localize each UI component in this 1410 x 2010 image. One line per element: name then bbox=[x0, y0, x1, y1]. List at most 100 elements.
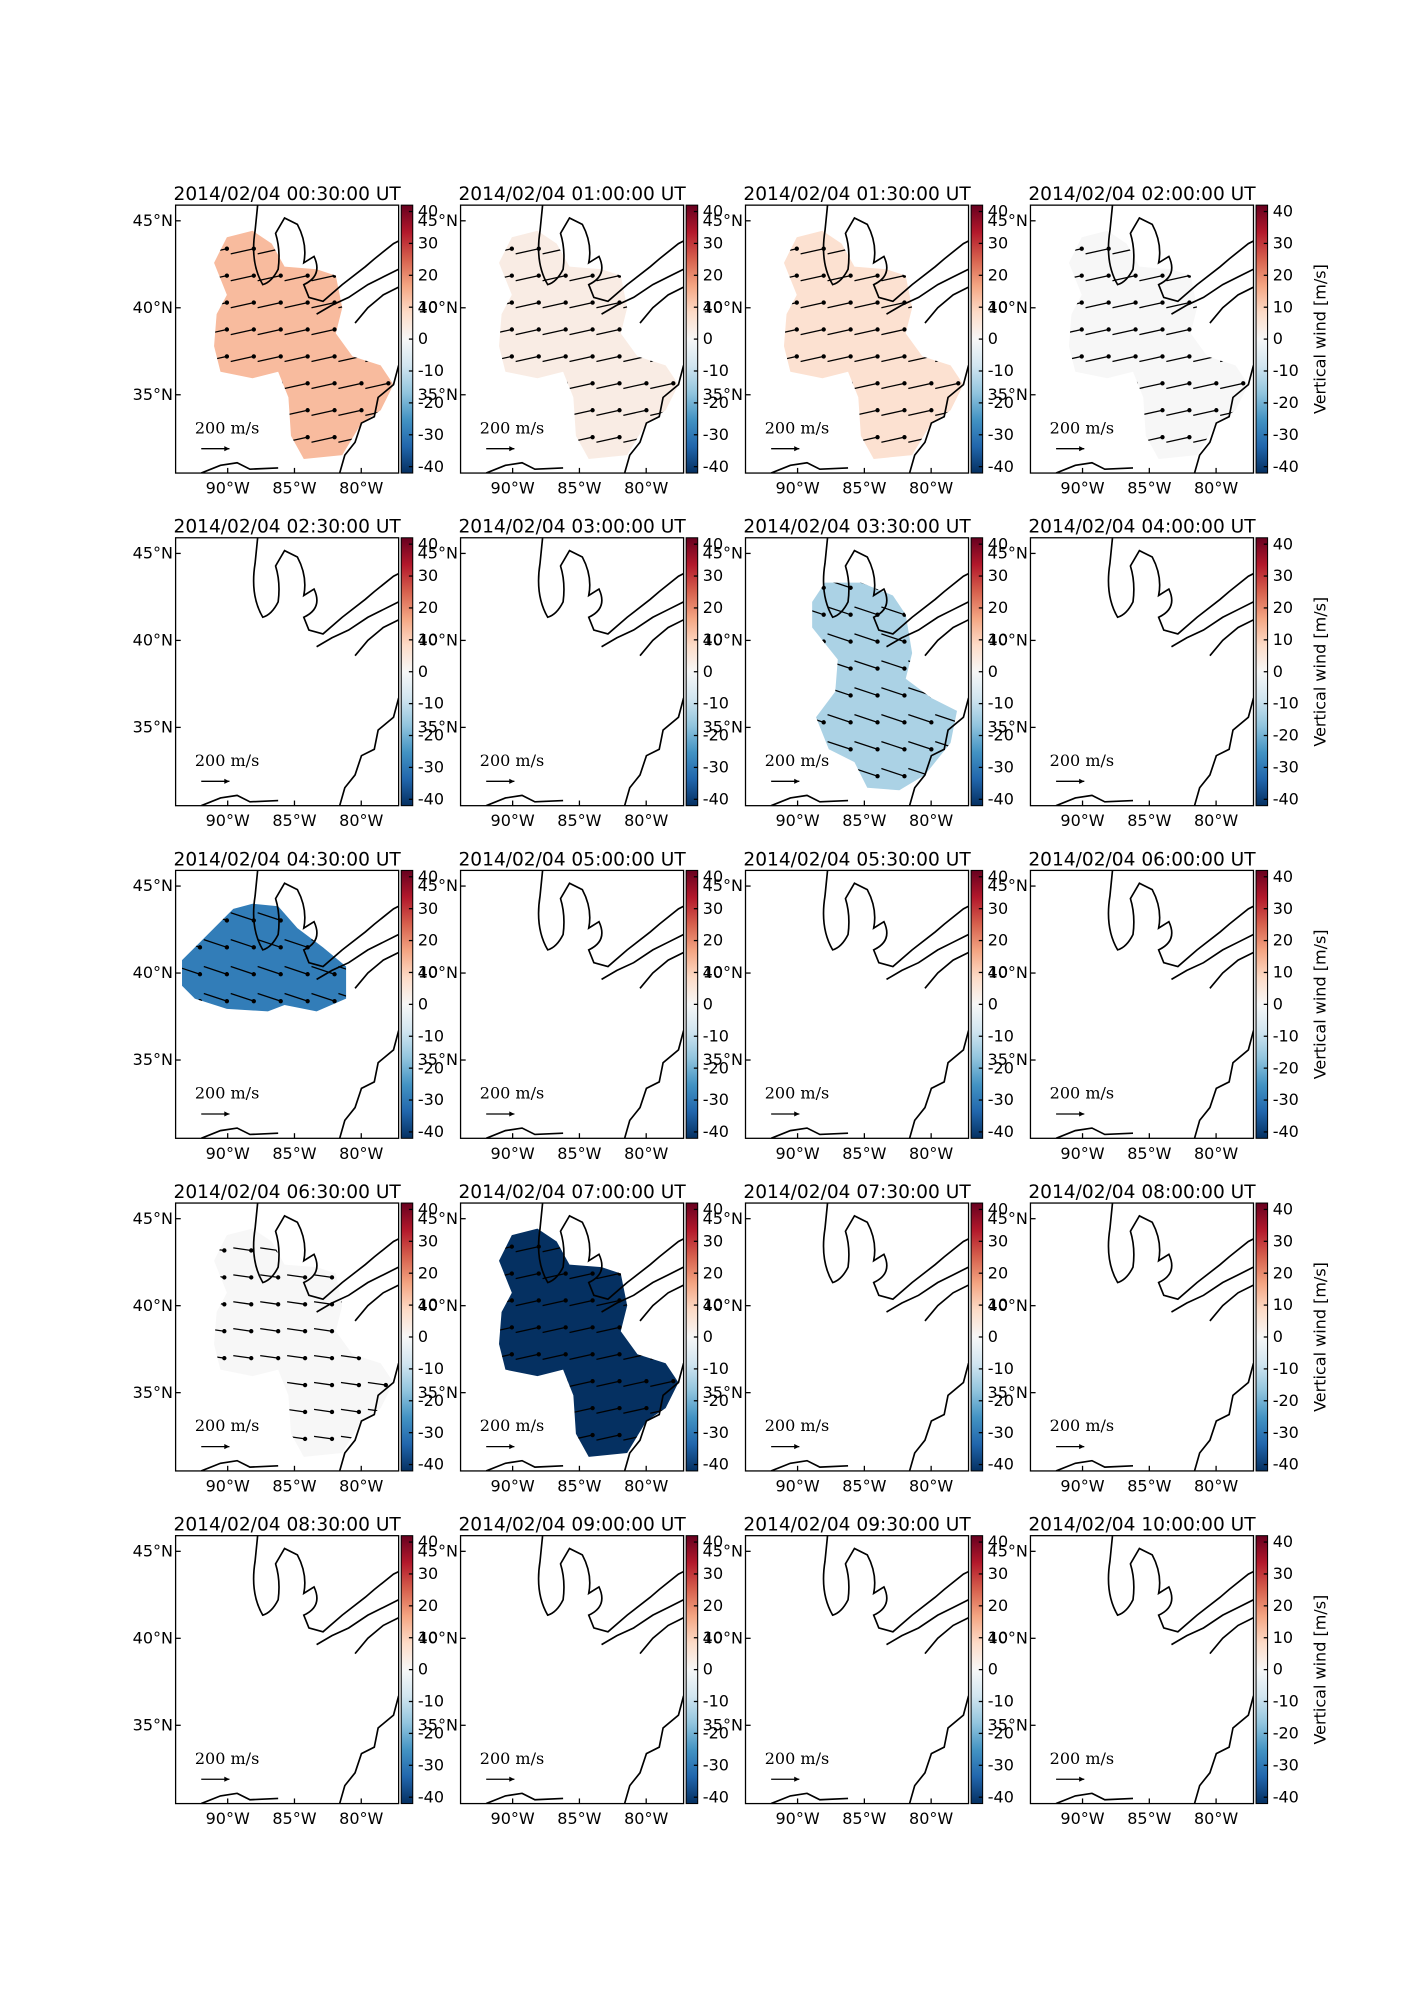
x-tick-label: 80°W bbox=[909, 479, 953, 498]
colorbar-tick-label: -10 bbox=[418, 1359, 444, 1378]
colorbar-tick-label: 30 bbox=[418, 566, 438, 585]
map-panel: 2014/02/04 08:30:00 UT 200 m/s 90°W 85°W 80°… bbox=[133, 1515, 444, 1829]
quiver-key-label: 200 m/s bbox=[195, 751, 259, 770]
colorbar-tick-label: 40 bbox=[418, 534, 438, 553]
colorbar-tick-label: 10 bbox=[1273, 1295, 1293, 1314]
map-frame bbox=[1029, 537, 1255, 807]
map-panel: 2014/02/04 10:00:00 UT 200 m/s 90°W 85°W 80°… bbox=[988, 1515, 1330, 1829]
colorbar-tick-label: 30 bbox=[1273, 234, 1293, 253]
colorbar-tick-label: -20 bbox=[418, 1058, 444, 1077]
map-frame bbox=[459, 537, 685, 807]
quiver-key-head bbox=[1079, 446, 1085, 452]
colorbar-tick-label: -20 bbox=[988, 393, 1014, 412]
map-background bbox=[1030, 1535, 1254, 1804]
colorbar-tick-label: 0 bbox=[703, 329, 713, 348]
colorbar-tick-label: 20 bbox=[988, 598, 1008, 617]
colorbar-tick-label: -30 bbox=[1273, 425, 1299, 444]
colorbar-tick-label: -20 bbox=[1273, 393, 1299, 412]
colorbar-tick-label: -40 bbox=[703, 1455, 729, 1474]
map-background bbox=[745, 870, 969, 1139]
y-tick-label: 45°N bbox=[703, 211, 743, 230]
y-tick-label: 40°N bbox=[703, 1296, 743, 1315]
colorbar-tick-label: 40 bbox=[418, 1532, 438, 1551]
quiver-key-head bbox=[794, 446, 800, 452]
colorbar-tick-label: 30 bbox=[418, 899, 438, 918]
quiver-key-label: 200 m/s bbox=[195, 1416, 259, 1435]
colorbar-tick-label: -10 bbox=[988, 1692, 1014, 1711]
colorbar-tick-label: -30 bbox=[1273, 1755, 1299, 1774]
colorbar-tick-label: 0 bbox=[988, 329, 998, 348]
y-tick-label: 45°N bbox=[133, 1541, 173, 1560]
x-tick-label: 80°W bbox=[624, 479, 668, 498]
x-tick-label: 90°W bbox=[1060, 811, 1104, 830]
colorbar-tick-label: -40 bbox=[988, 457, 1014, 476]
y-tick-label: 40°N bbox=[703, 963, 743, 982]
quiver-key-label: 200 m/s bbox=[1050, 751, 1114, 770]
colorbar-tick-label: -40 bbox=[988, 789, 1014, 808]
colorbar-tick-label: 0 bbox=[703, 1327, 713, 1346]
colorbar-tick-label: 20 bbox=[418, 1596, 438, 1615]
colorbar-tick-label: -20 bbox=[1273, 1391, 1299, 1410]
quiver-key-head bbox=[1079, 1111, 1085, 1117]
map-area bbox=[460, 870, 684, 1139]
quiver-key-head bbox=[794, 1111, 800, 1117]
colorbar-tick-label: -30 bbox=[703, 1090, 729, 1109]
colorbar-tick-label: 20 bbox=[1273, 931, 1293, 950]
map-area bbox=[460, 205, 684, 474]
map-frame bbox=[174, 1535, 400, 1805]
panel-title: 2014/02/04 01:00:00 UT bbox=[458, 184, 686, 205]
quiver-key-label: 200 m/s bbox=[765, 1084, 829, 1103]
colorbar-tick-label: 0 bbox=[418, 1660, 428, 1679]
colorbar-tick-label: 40 bbox=[988, 1532, 1008, 1551]
map-background bbox=[460, 1535, 684, 1804]
quiver-key-head bbox=[1079, 1776, 1085, 1782]
map-area bbox=[745, 1535, 969, 1804]
colorbar-tick-label: 20 bbox=[988, 265, 1008, 284]
quiver-key-label: 200 m/s bbox=[480, 1416, 544, 1435]
map-area bbox=[745, 1203, 969, 1471]
map-panel: 2014/02/04 09:30:00 UT 200 m/s 90°W 85°W 80°… bbox=[703, 1515, 1014, 1829]
map-background bbox=[745, 1203, 969, 1471]
map-area bbox=[1030, 1535, 1254, 1804]
colorbar-tick-label: 30 bbox=[703, 899, 723, 918]
colorbar-tick-label: 20 bbox=[703, 1596, 723, 1615]
colorbar-tick-label: -40 bbox=[988, 1122, 1014, 1141]
x-tick-label: 85°W bbox=[1127, 479, 1171, 498]
colorbar-tick-label: -30 bbox=[1273, 758, 1299, 777]
x-tick-label: 85°W bbox=[272, 1144, 316, 1163]
colorbar-tick-label: 20 bbox=[1273, 1596, 1293, 1615]
colorbar-tick-label: -40 bbox=[1273, 457, 1299, 476]
colorbar-tick-label: -10 bbox=[1273, 361, 1299, 380]
colorbar-tick-label: -10 bbox=[1273, 1692, 1299, 1711]
map-background bbox=[1030, 537, 1254, 806]
colorbar-tick-label: 10 bbox=[418, 1628, 438, 1647]
map-background bbox=[175, 537, 399, 806]
panel-title: 2014/02/04 02:30:00 UT bbox=[173, 517, 401, 538]
colorbar-tick-label: 0 bbox=[703, 994, 713, 1013]
y-tick-label: 35°N bbox=[133, 1383, 173, 1402]
map-frame bbox=[174, 204, 400, 474]
x-tick-label: 80°W bbox=[339, 1809, 383, 1828]
y-tick-label: 40°N bbox=[988, 631, 1028, 650]
colorbar-tick-label: -40 bbox=[988, 1787, 1014, 1806]
panel-title: 2014/02/04 08:30:00 UT bbox=[173, 1515, 401, 1536]
map-frame bbox=[1029, 204, 1255, 474]
colorbar-tick-label: 30 bbox=[988, 234, 1008, 253]
map-background bbox=[1030, 870, 1254, 1139]
quiver-key-label: 200 m/s bbox=[195, 1084, 259, 1103]
map-area bbox=[745, 537, 969, 806]
map-frame bbox=[744, 1202, 970, 1472]
x-tick-label: 90°W bbox=[206, 1476, 250, 1495]
x-tick-label: 85°W bbox=[557, 1809, 601, 1828]
panel-title: 2014/02/04 07:30:00 UT bbox=[743, 1182, 971, 1203]
x-tick-label: 90°W bbox=[1060, 1809, 1104, 1828]
colorbar-tick-label: 10 bbox=[703, 297, 723, 316]
quiver-key-head bbox=[509, 446, 515, 452]
colorbar-tick-label: 0 bbox=[1273, 662, 1283, 681]
x-tick-label: 80°W bbox=[1194, 811, 1238, 830]
colorbar-tick-label: 10 bbox=[418, 1295, 438, 1314]
colorbar-tick-label: 30 bbox=[418, 1564, 438, 1583]
y-tick-label: 35°N bbox=[418, 718, 458, 737]
quiver-key-label: 200 m/s bbox=[765, 1749, 829, 1768]
